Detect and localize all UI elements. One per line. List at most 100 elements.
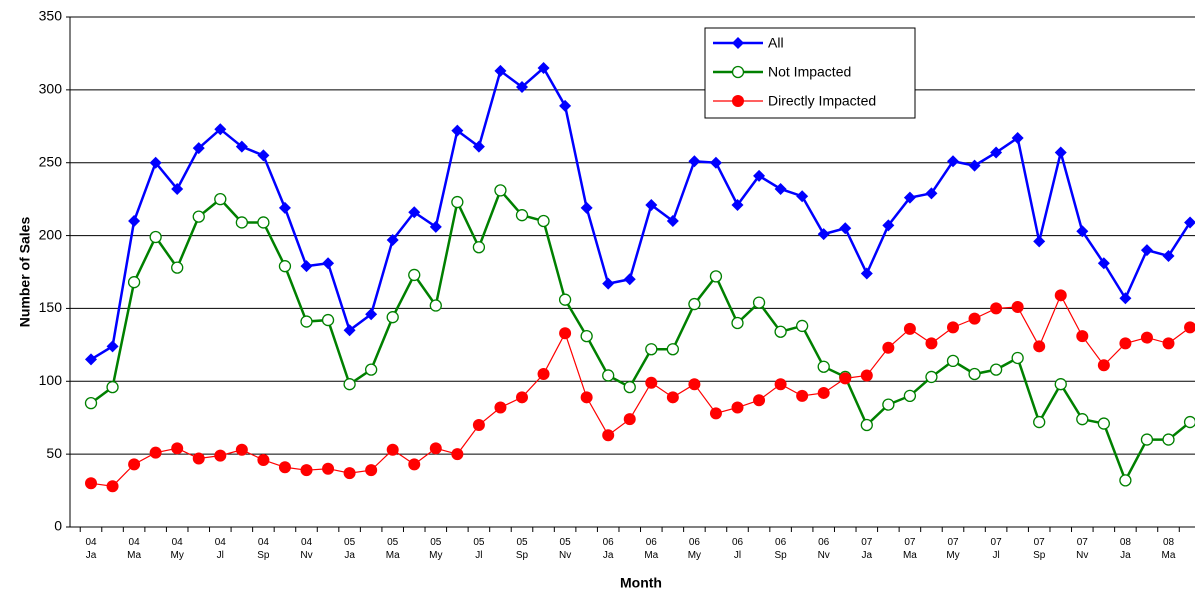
- x-tick-label: 04 Nv: [300, 537, 313, 561]
- point: [1033, 415, 1046, 429]
- point: [1054, 289, 1067, 302]
- point: [127, 276, 141, 289]
- point: [688, 155, 701, 168]
- point: [106, 480, 119, 493]
- point: [1011, 300, 1024, 313]
- x-tick-label: 07 Ja: [861, 537, 873, 561]
- x-tick-label: 08 Ma: [1161, 537, 1176, 561]
- point: [278, 201, 291, 214]
- point: [516, 391, 528, 404]
- point: [580, 329, 593, 343]
- y-tick-label: 250: [39, 153, 63, 169]
- x-tick-label: 05 Ma: [385, 537, 400, 561]
- legend-marker: [732, 95, 744, 107]
- point: [1140, 433, 1154, 446]
- point: [300, 260, 313, 273]
- point: [559, 99, 572, 112]
- point: [1076, 413, 1089, 426]
- point: [752, 296, 766, 309]
- x-tick-label: 04 Ja: [85, 537, 97, 561]
- point: [688, 378, 701, 391]
- point: [709, 156, 722, 169]
- point: [192, 142, 205, 155]
- x-tick-label: 07 Nv: [1076, 537, 1089, 561]
- point: [85, 477, 97, 490]
- y-tick-label: 50: [46, 445, 62, 461]
- point: [1119, 474, 1132, 487]
- point: [580, 391, 593, 404]
- point: [946, 354, 960, 368]
- x-tick-label: 05 My: [429, 537, 443, 561]
- x-tick-label: 05 Ja: [344, 537, 356, 561]
- point: [968, 367, 981, 381]
- legend-marker: [732, 37, 744, 49]
- x-tick-label: 06 Nv: [817, 537, 830, 561]
- point: [106, 340, 119, 353]
- point: [343, 324, 356, 337]
- x-tick-label: 05 Sp: [515, 537, 529, 561]
- point: [968, 312, 981, 325]
- point: [1097, 257, 1110, 270]
- point: [257, 149, 270, 162]
- point: [322, 257, 335, 270]
- x-tick-label: 07 My: [946, 537, 960, 561]
- x-tick-label: 06 Jl: [731, 537, 744, 561]
- point: [602, 429, 615, 442]
- point: [214, 192, 227, 206]
- point: [386, 311, 399, 324]
- point: [472, 419, 485, 431]
- point: [666, 343, 679, 356]
- point: [753, 169, 766, 182]
- point: [1076, 225, 1089, 238]
- point: [1033, 235, 1046, 248]
- point: [731, 316, 744, 330]
- point: [343, 378, 356, 391]
- point: [451, 124, 464, 137]
- point: [171, 261, 184, 274]
- x-tick-label: 06 My: [687, 537, 702, 561]
- point: [860, 418, 873, 432]
- point: [947, 155, 959, 168]
- point: [364, 363, 378, 376]
- point: [731, 401, 744, 414]
- point: [990, 146, 1003, 159]
- point: [666, 391, 679, 404]
- x-tick-label: 06 Ja: [602, 537, 614, 561]
- point: [925, 337, 938, 350]
- point: [559, 327, 572, 340]
- point: [106, 380, 119, 394]
- point: [817, 360, 830, 373]
- x-tick-label: 07 Ma: [902, 537, 917, 561]
- point: [645, 343, 658, 356]
- point: [171, 442, 184, 455]
- point: [796, 190, 809, 203]
- point: [753, 394, 766, 407]
- y-tick-label: 350: [39, 8, 63, 24]
- point: [580, 201, 593, 214]
- point: [386, 443, 399, 456]
- point: [709, 270, 723, 283]
- point: [1011, 351, 1024, 365]
- point: [1076, 330, 1089, 343]
- point: [860, 369, 873, 382]
- y-tick-label: 150: [39, 299, 63, 315]
- point: [257, 453, 270, 466]
- series-line: [90, 188, 1191, 484]
- point: [645, 198, 658, 211]
- point: [1140, 244, 1153, 257]
- point: [774, 182, 787, 195]
- point: [494, 184, 507, 197]
- point: [903, 322, 916, 335]
- point: [1097, 417, 1110, 430]
- point: [408, 458, 421, 471]
- point: [235, 140, 248, 153]
- point: [882, 398, 895, 411]
- point: [149, 156, 162, 169]
- point: [1011, 131, 1024, 144]
- point: [1119, 292, 1132, 305]
- point: [796, 319, 809, 333]
- series-line: [90, 66, 1192, 361]
- point: [365, 464, 378, 477]
- point: [1184, 216, 1195, 229]
